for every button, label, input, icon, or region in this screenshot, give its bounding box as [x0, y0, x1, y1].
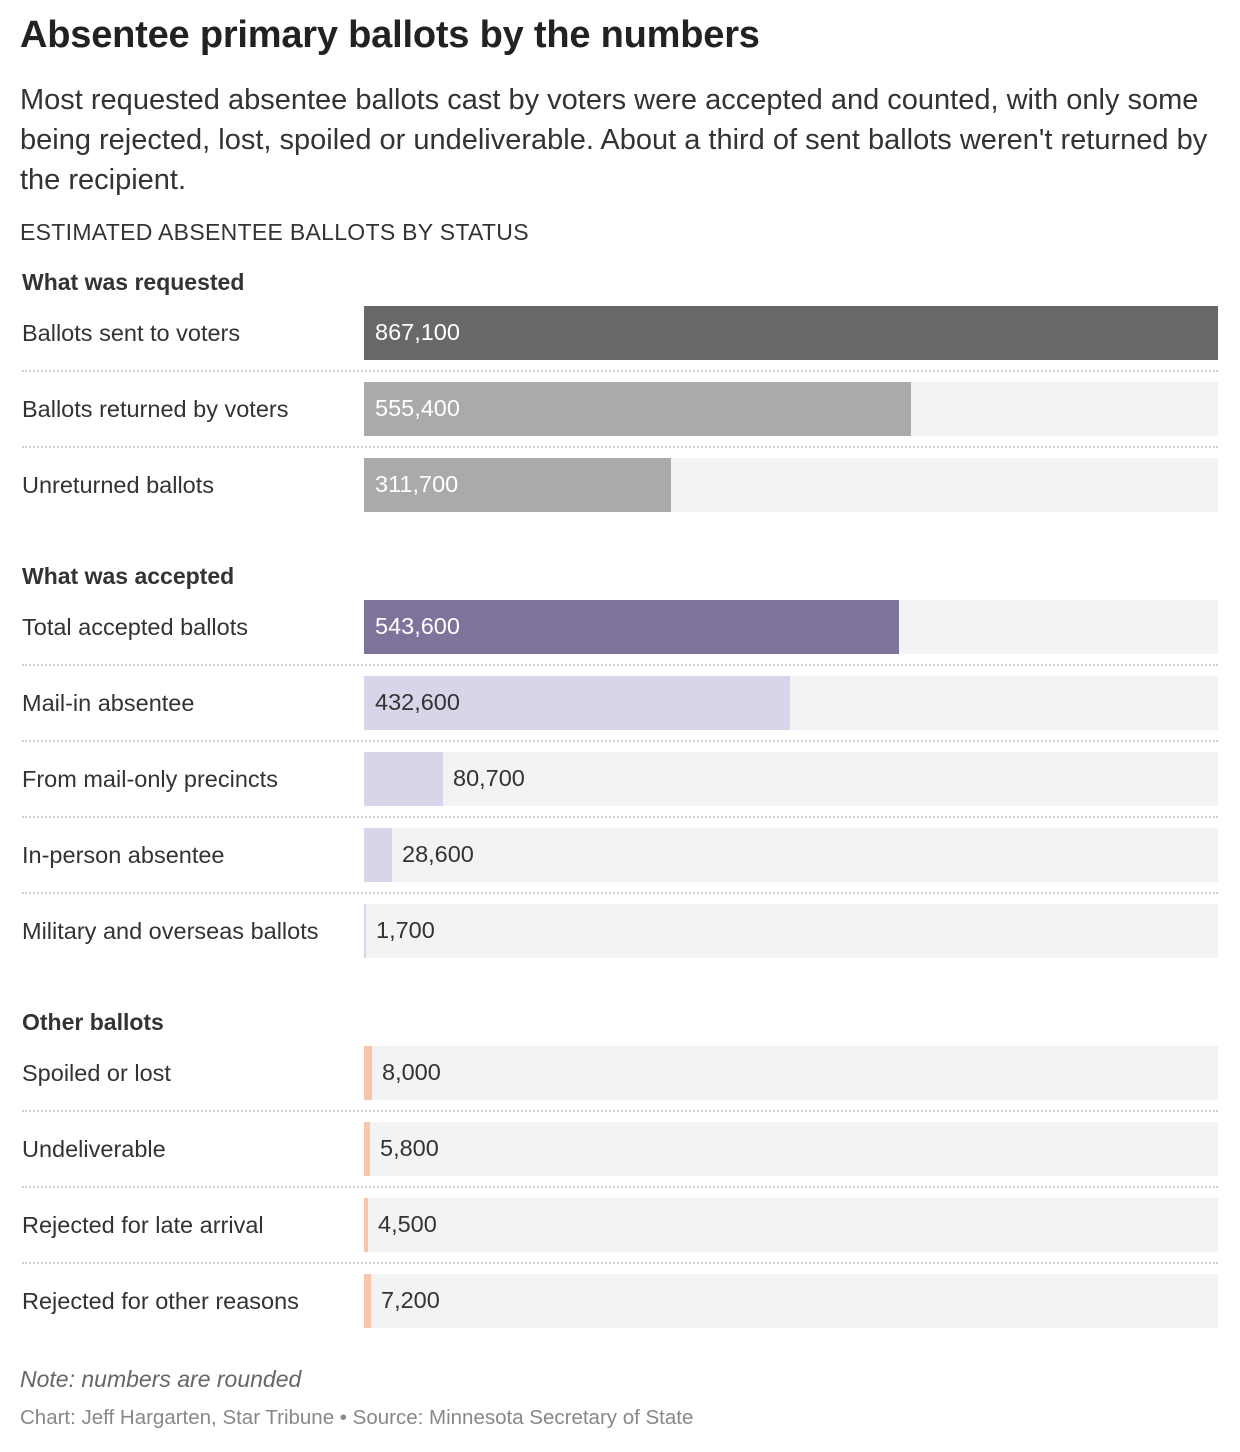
bar-track: 5,800: [364, 1122, 1218, 1176]
section-heading: Other ballots: [22, 1009, 164, 1035]
bar-value-label: 432,600: [375, 689, 460, 715]
row-divider: [22, 446, 1218, 448]
bar-value-label: 4,500: [378, 1211, 437, 1237]
bar: [364, 1198, 368, 1252]
bar-label: Ballots sent to voters: [22, 320, 241, 346]
row-divider: [22, 892, 1218, 894]
bar: [364, 1122, 370, 1176]
bar: [364, 1274, 371, 1328]
bar-label: In-person absentee: [22, 842, 225, 868]
bar: [364, 458, 671, 512]
bar-label: Rejected for other reasons: [22, 1288, 299, 1314]
bar-value-label: 867,100: [375, 319, 460, 345]
bar-value-label: 8,000: [382, 1059, 441, 1085]
bar-label: From mail-only precincts: [22, 766, 278, 792]
bar-value-label: 28,600: [402, 841, 474, 867]
bar-track: 1,700: [364, 904, 1218, 958]
bar-value-label: 7,200: [381, 1287, 440, 1313]
bar-label: Spoiled or lost: [22, 1060, 171, 1086]
section-heading: What was accepted: [22, 563, 235, 589]
bar-track: 7,200: [364, 1274, 1218, 1328]
bar-label: Rejected for late arrival: [22, 1212, 264, 1238]
chart-subtitle: Most requested absentee ballots cast by …: [20, 84, 1208, 196]
bar: [364, 306, 1218, 360]
section-heading: What was requested: [22, 269, 245, 295]
bar-label: Ballots returned by voters: [22, 396, 289, 422]
bar-label: Military and overseas ballots: [22, 918, 319, 944]
bar-value-label: 1,700: [376, 917, 435, 943]
bar-label: Total accepted ballots: [22, 614, 249, 640]
bar-track: 432,600: [364, 676, 1218, 730]
chart-note: Note: numbers are rounded: [20, 1366, 302, 1392]
row-divider: [22, 1110, 1218, 1112]
row-divider: [22, 1262, 1218, 1264]
bar-track: 80,700: [364, 752, 1218, 806]
bar-label: Undeliverable: [22, 1136, 166, 1162]
row-divider: [22, 664, 1218, 666]
bar: [364, 600, 899, 654]
row-divider: [22, 370, 1218, 372]
bar-value-label: 311,700: [375, 471, 459, 497]
row-divider: [22, 740, 1218, 742]
bar-value-label: 555,400: [375, 395, 460, 421]
row-divider: [22, 1186, 1218, 1188]
bar-label: Unreturned ballots: [22, 472, 215, 498]
bar-track: 867,100: [364, 306, 1218, 360]
bar-track: 4,500: [364, 1198, 1218, 1252]
bar: [364, 676, 790, 730]
bar-track: 543,600: [364, 600, 1218, 654]
bar-value-label: 543,600: [375, 613, 460, 639]
bar-value-label: 80,700: [453, 765, 525, 791]
chart-credit: Chart: Jeff Hargarten, Star Tribune • So…: [20, 1406, 694, 1429]
bar-value-label: 5,800: [380, 1135, 439, 1161]
bar-track: 28,600: [364, 828, 1218, 882]
bar-label: Mail-in absentee: [22, 690, 195, 716]
row-divider: [22, 816, 1218, 818]
chart-title: Absentee primary ballots by the numbers: [20, 14, 760, 56]
bar-track: 311,700: [364, 458, 1218, 512]
bar: [364, 382, 911, 436]
bar-track: 555,400: [364, 382, 1218, 436]
bar: [364, 1046, 372, 1100]
bar: [364, 752, 443, 806]
bar: [364, 828, 392, 882]
chart-kicker: ESTIMATED ABSENTEE BALLOTS BY STATUS: [20, 219, 529, 245]
bar: [364, 904, 366, 958]
bar-track: 8,000: [364, 1046, 1218, 1100]
